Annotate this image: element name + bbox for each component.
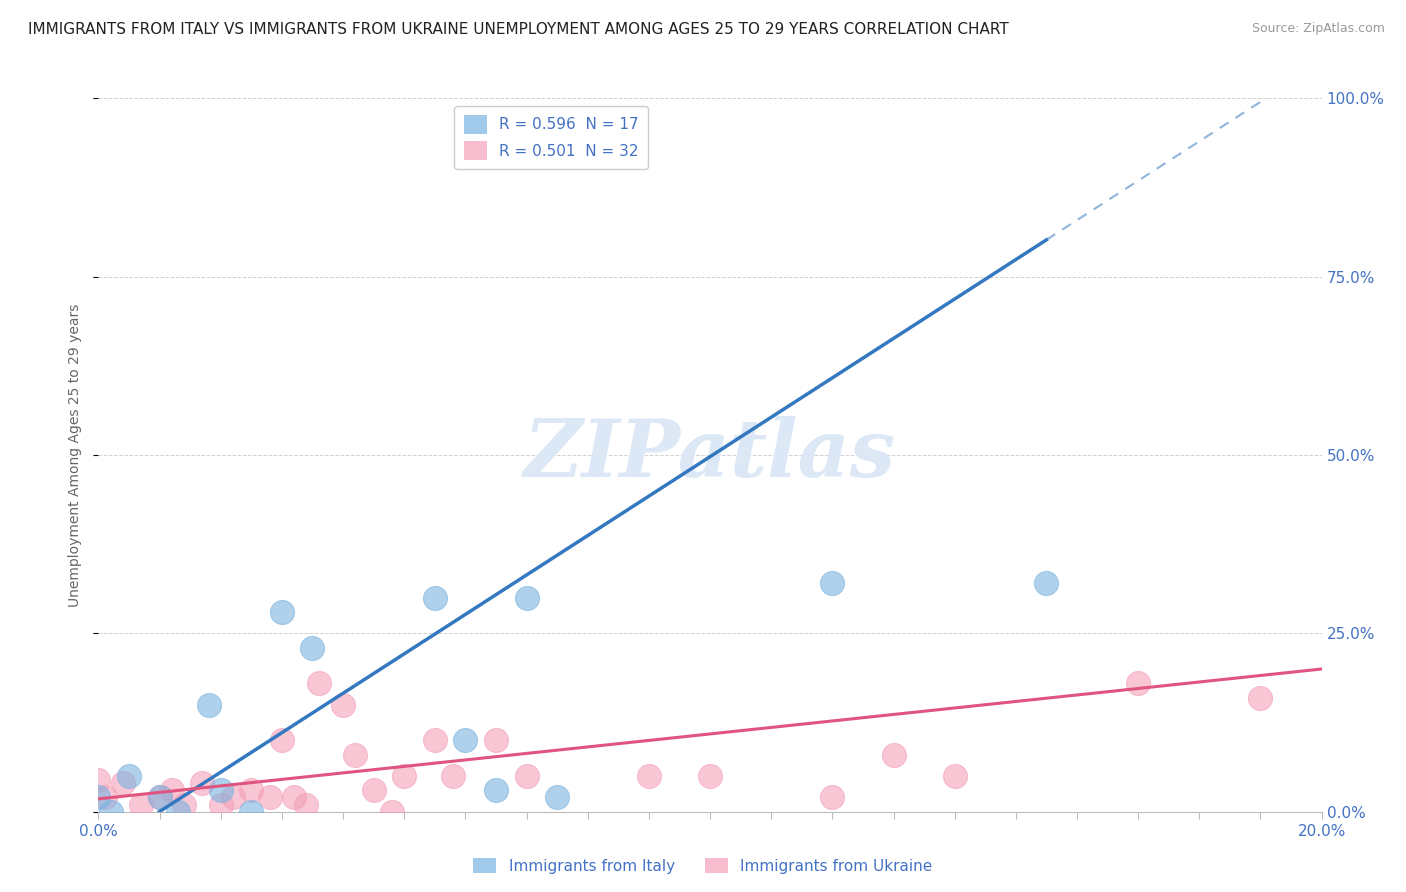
Point [160, 783, 183, 797]
Point [699, 769, 721, 783]
Point [308, 676, 330, 690]
Point [301, 640, 323, 655]
Point [295, 797, 318, 812]
Point [1035, 576, 1057, 591]
Point [259, 790, 281, 805]
Point [87, 772, 110, 787]
Point [129, 797, 152, 812]
Point [1128, 676, 1150, 690]
Point [270, 733, 292, 747]
Point [167, 805, 190, 819]
Point [485, 733, 508, 747]
Point [363, 783, 385, 797]
Point [381, 805, 404, 819]
Point [546, 790, 568, 805]
Point [100, 805, 122, 819]
Point [222, 790, 245, 805]
Text: ZIPatlas: ZIPatlas [524, 417, 896, 493]
Point [821, 576, 844, 591]
Point [118, 769, 141, 783]
Point [240, 783, 263, 797]
Point [209, 797, 232, 812]
Point [485, 783, 508, 797]
Point [821, 790, 844, 805]
Point [637, 769, 661, 783]
Point [209, 783, 232, 797]
Point [344, 747, 367, 762]
Text: IMMIGRANTS FROM ITALY VS IMMIGRANTS FROM UKRAINE UNEMPLOYMENT AMONG AGES 25 TO 2: IMMIGRANTS FROM ITALY VS IMMIGRANTS FROM… [28, 22, 1010, 37]
Point [441, 769, 464, 783]
Point [332, 698, 354, 712]
Y-axis label: Unemployment Among Ages 25 to 29 years: Unemployment Among Ages 25 to 29 years [69, 303, 83, 607]
Point [283, 790, 305, 805]
Point [423, 591, 446, 605]
Point [197, 698, 219, 712]
Point [111, 776, 134, 790]
Point [149, 790, 172, 805]
Point [516, 769, 538, 783]
Text: Source: ZipAtlas.com: Source: ZipAtlas.com [1251, 22, 1385, 36]
Point [87, 790, 110, 805]
Point [516, 591, 538, 605]
Point [149, 790, 172, 805]
Point [191, 776, 214, 790]
Point [423, 733, 446, 747]
Point [454, 733, 477, 747]
Point [270, 605, 292, 619]
Point [1249, 690, 1271, 705]
Legend: Immigrants from Italy, Immigrants from Ukraine: Immigrants from Italy, Immigrants from U… [467, 852, 939, 880]
Legend: R = 0.596  N = 17, R = 0.501  N = 32: R = 0.596 N = 17, R = 0.501 N = 32 [454, 106, 648, 169]
Point [943, 769, 966, 783]
Point [392, 769, 416, 783]
Point [883, 747, 905, 762]
Point [93, 790, 115, 805]
Point [240, 805, 263, 819]
Point [173, 797, 195, 812]
